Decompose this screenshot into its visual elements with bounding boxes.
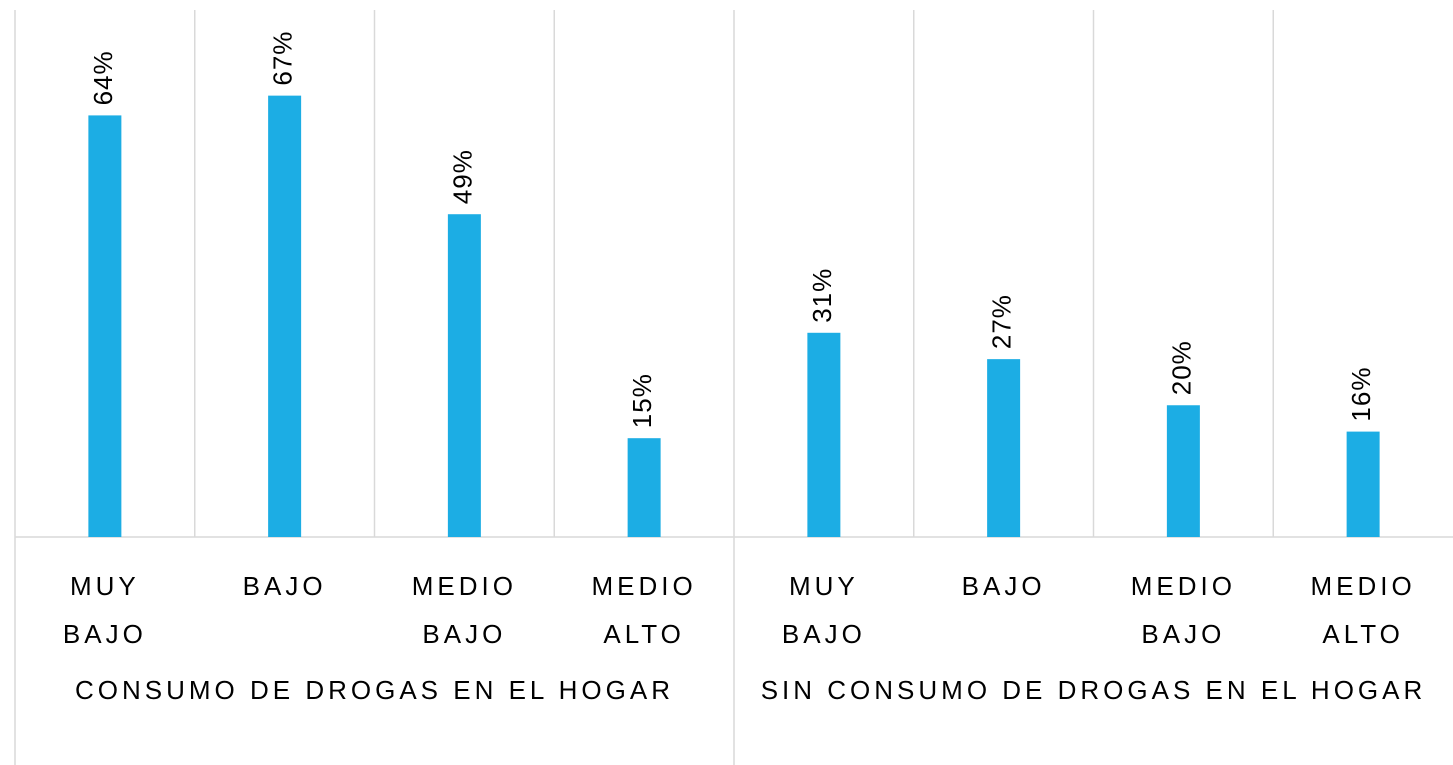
x-tick-label: MUY BAJO (781, 571, 866, 649)
bar (807, 332, 841, 537)
group-label: SIN CONSUMO DE DROGAS EN EL HOGAR (760, 675, 1427, 705)
data-label: 27% (987, 294, 1017, 349)
group-label: CONSUMO DE DROGAS EN EL HOGAR (75, 675, 674, 705)
data-label: 31% (807, 268, 837, 323)
x-tick-label: MEDIO ALTO (591, 571, 697, 649)
data-label: 20% (1166, 340, 1196, 395)
x-tick-label: MEDIO BAJO (1130, 571, 1236, 649)
data-label: 16% (1346, 367, 1376, 422)
data-label: 49% (447, 149, 477, 204)
data-label: 64% (88, 50, 118, 105)
x-tick-label: MEDIO BAJO (411, 571, 517, 649)
data-label: 15% (627, 373, 657, 428)
data-label: 67% (268, 31, 298, 86)
x-tick-label: MUY BAJO (62, 571, 147, 649)
bar (1166, 405, 1200, 537)
bar (88, 115, 122, 538)
bar (268, 95, 302, 537)
bar (627, 438, 661, 537)
x-tick-label: BAJO (961, 571, 1046, 601)
bar (1346, 431, 1380, 537)
bar (987, 359, 1021, 537)
x-tick-label: MEDIO ALTO (1310, 571, 1416, 649)
x-tick-label: BAJO (242, 571, 327, 601)
bar (447, 214, 481, 537)
